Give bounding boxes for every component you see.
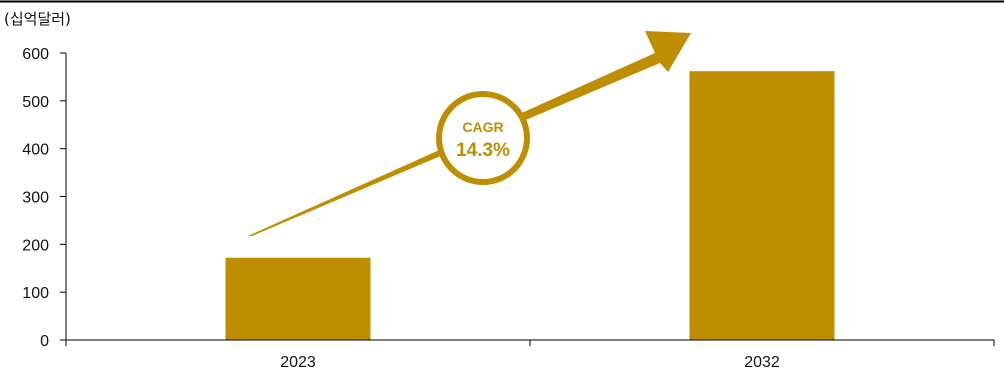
- y-tick-label: 0: [40, 333, 49, 350]
- x-axis: 2023 2032: [65, 339, 995, 371]
- cagr-badge-circle: [436, 91, 530, 185]
- bars: [225, 71, 835, 340]
- y-tick-label: 500: [22, 94, 49, 111]
- cagr-value: 14.3%: [456, 140, 510, 161]
- cagr-annotation: CAGR 14.3%: [248, 31, 691, 236]
- cagr-title: CAGR: [462, 119, 503, 135]
- x-tick-label: 2023: [280, 354, 316, 371]
- bar-2023: [225, 257, 371, 340]
- y-tick-label: 300: [22, 190, 49, 207]
- x-tick-label: 2032: [744, 354, 780, 371]
- y-axis: 0 100 200 300 400 500 600: [22, 46, 67, 350]
- y-tick-label: 600: [22, 46, 49, 63]
- y-tick-label: 100: [22, 285, 49, 302]
- y-tick-label: 400: [22, 142, 49, 159]
- bar-2032: [689, 71, 835, 340]
- y-axis-unit-label: (십억달러): [4, 10, 71, 28]
- y-tick-label: 200: [22, 237, 49, 254]
